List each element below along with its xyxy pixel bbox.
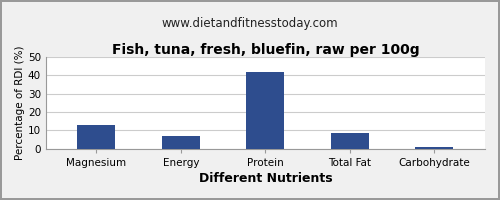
Bar <box>246 72 284 149</box>
X-axis label: Different Nutrients: Different Nutrients <box>198 172 332 185</box>
Y-axis label: Percentage of RDI (%): Percentage of RDI (%) <box>15 46 25 160</box>
Text: www.dietandfitnesstoday.com: www.dietandfitnesstoday.com <box>162 18 338 30</box>
Bar <box>162 136 200 149</box>
Bar <box>78 125 116 149</box>
Title: Fish, tuna, fresh, bluefin, raw per 100g: Fish, tuna, fresh, bluefin, raw per 100g <box>112 43 419 57</box>
Bar <box>331 133 369 149</box>
Bar <box>416 147 454 149</box>
